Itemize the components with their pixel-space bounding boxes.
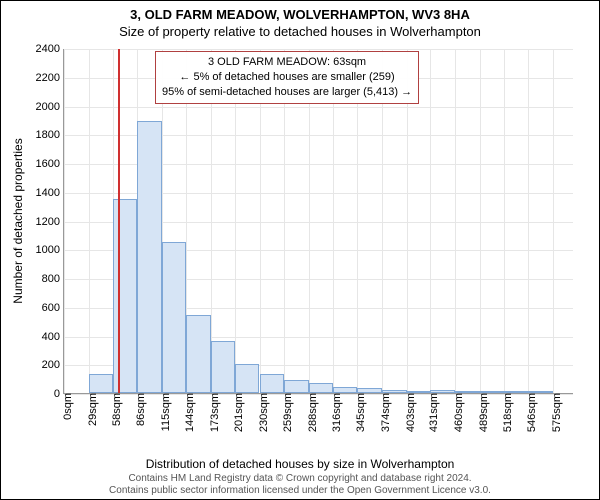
y-axis-label: Number of detached properties (11, 138, 25, 303)
histogram-bar (162, 242, 187, 393)
xtick-label: 0sqm (59, 393, 74, 420)
histogram-bar (357, 388, 382, 393)
gridline-v (504, 49, 505, 393)
histogram-bar (284, 380, 309, 393)
xtick-label: 86sqm (132, 393, 147, 426)
xtick-label: 575sqm (548, 393, 563, 432)
xtick-label: 316sqm (328, 393, 343, 432)
histogram-bar (407, 391, 431, 393)
xtick-label: 58sqm (108, 393, 123, 426)
xtick-label: 460sqm (450, 393, 465, 432)
histogram-bar (260, 374, 285, 393)
gridline-v (553, 49, 554, 393)
ytick-label: 1600 (36, 158, 64, 170)
histogram-bar (430, 390, 455, 393)
xtick-label: 29sqm (84, 393, 99, 426)
info-line-3: 95% of semi-detached houses are larger (… (162, 85, 412, 100)
histogram-bar (504, 391, 528, 393)
ytick-label: 400 (42, 331, 64, 343)
xtick-label: 201sqm (230, 393, 245, 432)
histogram-bar (455, 391, 480, 393)
ytick-label: 1800 (36, 129, 64, 141)
attribution: Contains HM Land Registry data © Crown c… (1, 473, 599, 497)
xtick-label: 518sqm (499, 393, 514, 432)
histogram-bar (382, 390, 407, 393)
xtick-label: 173sqm (206, 393, 221, 432)
ytick-label: 1400 (36, 187, 64, 199)
ytick-label: 200 (42, 359, 64, 371)
ytick-label: 800 (42, 273, 64, 285)
histogram-bar (309, 383, 333, 393)
histogram-bar (528, 391, 553, 393)
xtick-label: 546sqm (523, 393, 538, 432)
gridline-v (528, 49, 529, 393)
ytick-label: 2000 (36, 101, 64, 113)
xtick-label: 431sqm (425, 393, 440, 432)
chart-title-line1: 3, OLD FARM MEADOW, WOLVERHAMPTON, WV3 8… (1, 1, 599, 22)
histogram-bar (137, 121, 162, 393)
marker-line (118, 49, 120, 393)
plot-area: 0200400600800100012001400160018002000220… (63, 49, 573, 394)
histogram-bar (235, 364, 260, 393)
histogram-bar (186, 315, 211, 393)
attribution-line-2: Contains public sector information licen… (1, 485, 599, 497)
xtick-label: 374sqm (377, 393, 392, 432)
xtick-label: 403sqm (402, 393, 417, 432)
ytick-label: 2400 (36, 43, 64, 55)
xtick-label: 345sqm (352, 393, 367, 432)
xtick-label: 288sqm (304, 393, 319, 432)
info-box: 3 OLD FARM MEADOW: 63sqm ← 5% of detache… (155, 51, 419, 104)
ytick-label: 1000 (36, 244, 64, 256)
ytick-label: 600 (42, 302, 64, 314)
histogram-bar (480, 391, 505, 393)
info-line-2: ← 5% of detached houses are smaller (259… (162, 70, 412, 85)
xtick-label: 489sqm (475, 393, 490, 432)
xtick-label: 230sqm (255, 393, 270, 432)
info-line-1: 3 OLD FARM MEADOW: 63sqm (162, 55, 412, 70)
gridline-v (455, 49, 456, 393)
xtick-label: 115sqm (157, 393, 172, 431)
gridline-v (64, 49, 65, 393)
gridline-v (430, 49, 431, 393)
attribution-line-1: Contains HM Land Registry data © Crown c… (1, 473, 599, 485)
xtick-label: 144sqm (181, 393, 196, 432)
ytick-label: 1200 (36, 216, 64, 228)
chart-title-line2: Size of property relative to detached ho… (1, 22, 599, 41)
chart-container: 3, OLD FARM MEADOW, WOLVERHAMPTON, WV3 8… (0, 0, 600, 500)
xtick-label: 259sqm (279, 393, 294, 432)
gridline-h (64, 49, 573, 50)
histogram-bar (89, 374, 114, 393)
gridline-v (89, 49, 90, 393)
histogram-bar (333, 387, 358, 393)
histogram-bar (211, 341, 235, 393)
x-axis-label: Distribution of detached houses by size … (1, 457, 599, 471)
gridline-v (480, 49, 481, 393)
ytick-label: 2200 (36, 72, 64, 84)
gridline-h (64, 107, 573, 108)
